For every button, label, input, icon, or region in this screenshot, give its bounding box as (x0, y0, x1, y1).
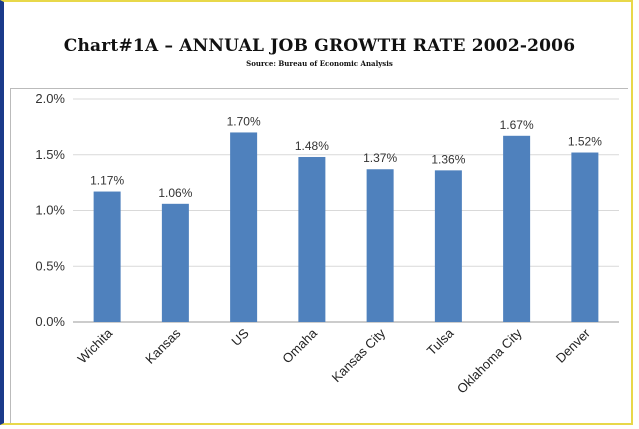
data-label: 1.70% (227, 114, 261, 128)
category-label: Omaha (279, 325, 320, 366)
category-label: Oklahoma City (454, 325, 525, 396)
bar (298, 156, 326, 322)
bar (571, 152, 599, 322)
category-label: Tulsa (424, 325, 457, 358)
category-label: Kansas (142, 325, 184, 367)
data-label: 1.06% (158, 186, 192, 200)
category-label: US (228, 325, 252, 349)
bar (503, 135, 531, 322)
bar (93, 191, 121, 322)
data-label: 1.37% (363, 151, 397, 165)
bar (366, 169, 394, 322)
y-tick-label: 1.0% (35, 203, 65, 218)
category-label: Denver (553, 325, 594, 366)
plot-area: 0.0% 0.5% 1.0% 1.5% 2.0% 1.17% Wichita 1.06% Kan… (10, 88, 628, 423)
y-tick-label: 0.0% (35, 314, 65, 329)
chart-title: Chart#1A – ANNUAL JOB GROWTH RATE 2002-2… (63, 36, 576, 56)
y-tick-label: 1.5% (35, 147, 65, 162)
bar (161, 203, 189, 322)
chart-subtitle: Source: Bureau of Economic Analysis (246, 59, 393, 68)
data-label: 1.52% (568, 135, 602, 149)
category-label: Wichita (74, 325, 115, 366)
data-label: 1.17% (90, 174, 124, 188)
data-label: 1.36% (431, 152, 465, 166)
data-label: 1.48% (295, 139, 329, 153)
bar (230, 132, 258, 322)
y-tick-label: 0.5% (35, 258, 65, 273)
bar-chart: 0.0% 0.5% 1.0% 1.5% 2.0% 1.17% Wichita 1.06% Kan… (35, 91, 619, 396)
y-tick-label: 2.0% (35, 91, 65, 106)
category-label: Kansas City (329, 325, 389, 385)
data-label: 1.67% (500, 118, 534, 132)
bar (434, 170, 462, 322)
